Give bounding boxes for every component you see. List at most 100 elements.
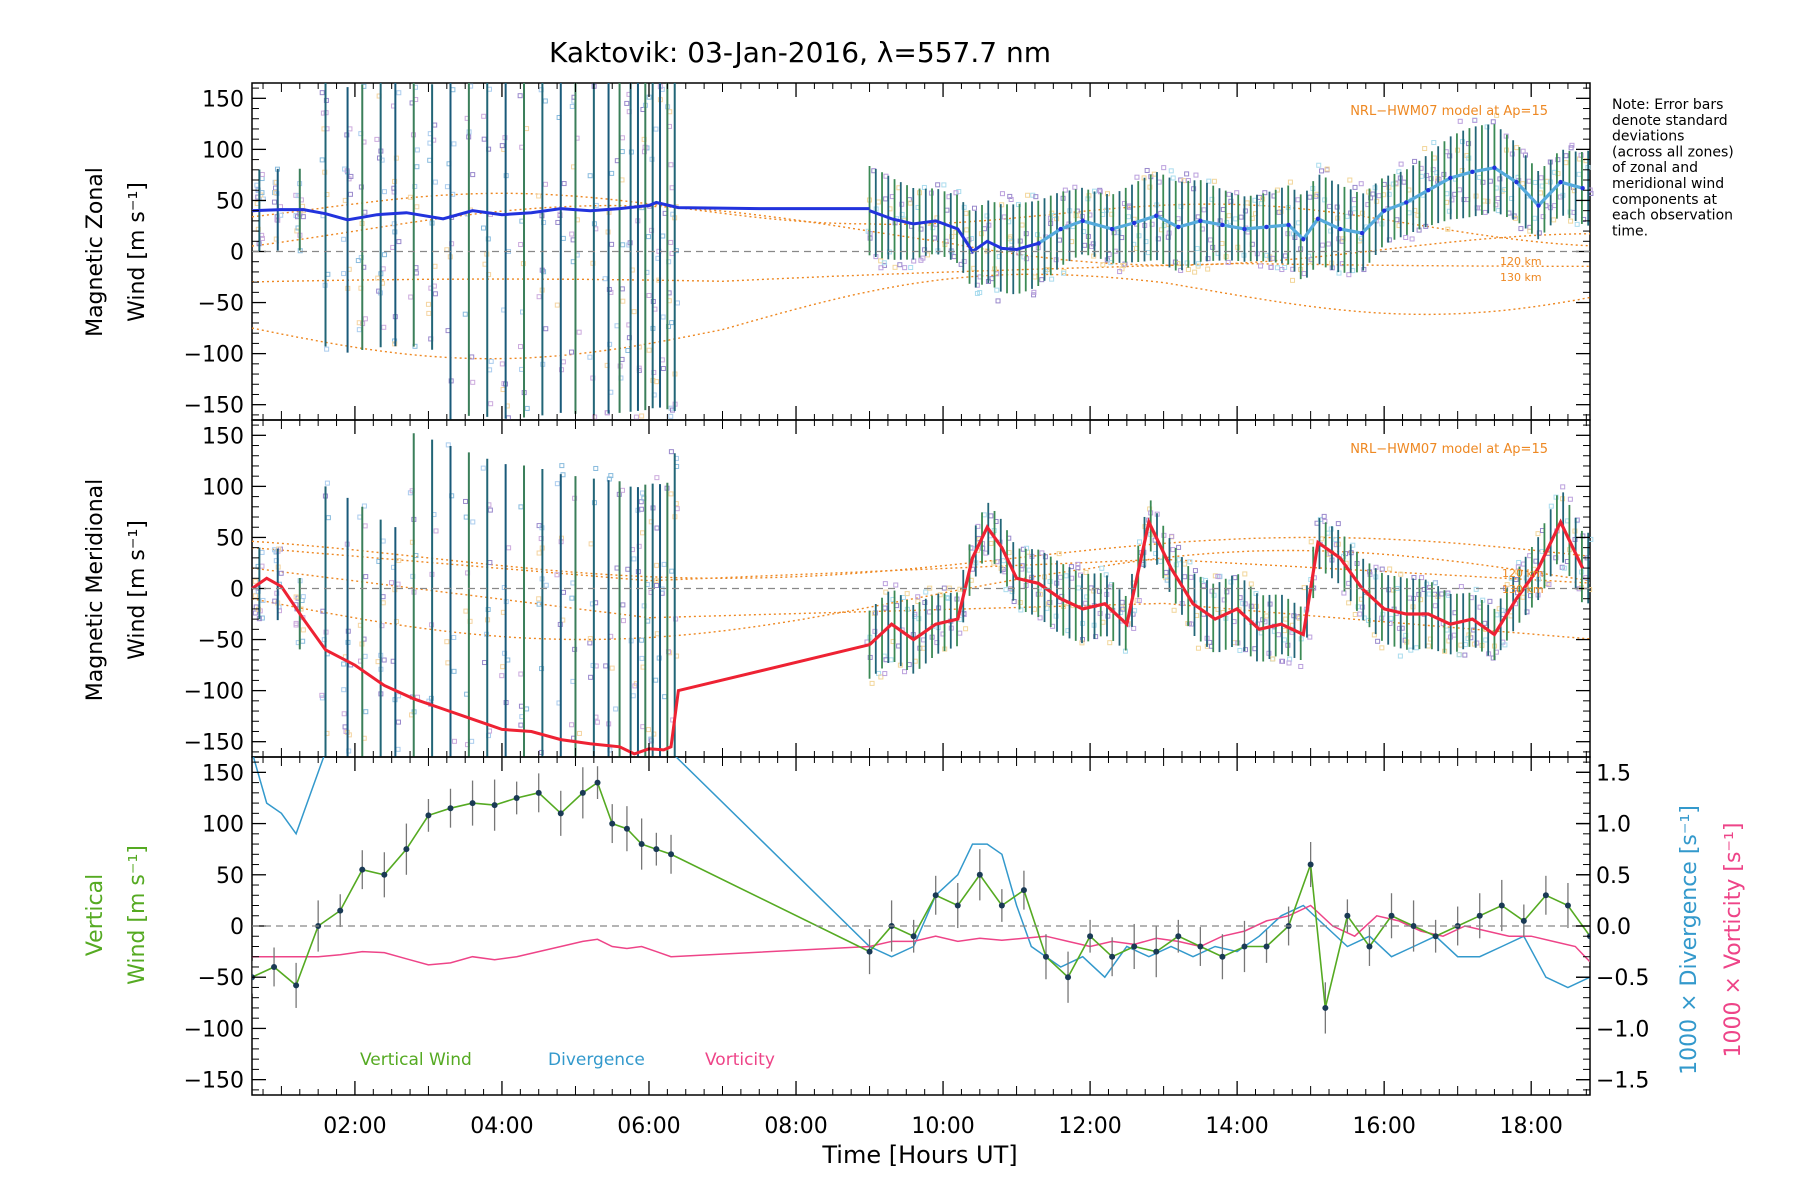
scatter-point xyxy=(1560,484,1566,490)
meridional-wind-lines xyxy=(251,517,1585,756)
zonal-ylabel-1: Magnetic Zonal xyxy=(83,167,108,337)
scatter-point xyxy=(908,265,914,271)
scatter-point xyxy=(1195,261,1201,267)
x-tick-label: 06:00 xyxy=(617,1114,680,1139)
right-tick-label: −1.0 xyxy=(1596,1017,1649,1042)
scatter-point xyxy=(587,173,593,179)
scatter-point xyxy=(1211,178,1217,184)
note-line: denote standard xyxy=(1612,113,1728,129)
scatter-point xyxy=(1456,652,1462,658)
scatter-point xyxy=(341,687,347,693)
scatter-point xyxy=(1472,118,1478,124)
scatter-point xyxy=(1169,533,1175,539)
x-tick-label: 12:00 xyxy=(1058,1114,1121,1139)
legend-divergence: Divergence xyxy=(548,1050,645,1070)
scatter-point xyxy=(878,265,884,271)
scatter-point xyxy=(470,379,476,385)
scatter-point xyxy=(941,182,947,188)
vertical-wind-point xyxy=(1520,917,1527,924)
x-tick-label: 04:00 xyxy=(470,1114,533,1139)
scatter-point xyxy=(1290,277,1296,283)
scatter-point xyxy=(518,722,524,728)
vertical-wind-line xyxy=(252,781,1590,1009)
scatter-point xyxy=(1334,204,1340,210)
scatter-point xyxy=(1184,171,1190,177)
scatter-point xyxy=(536,596,542,602)
scatter-point xyxy=(470,519,476,525)
scatter-point xyxy=(1555,157,1561,163)
scatter-point xyxy=(999,202,1005,208)
scatter-point xyxy=(499,673,505,679)
scatter-point xyxy=(594,719,600,725)
vertical-wind-point xyxy=(1476,912,1483,919)
note-line: Note: Error bars xyxy=(1612,97,1723,113)
zonal-y-axis: 150 100 50 0 −50 −100 −150 xyxy=(184,87,1590,419)
scatter-point xyxy=(1007,193,1013,199)
scatter-point xyxy=(1205,256,1211,262)
scatter-point xyxy=(1532,179,1538,185)
scatter-point xyxy=(1031,289,1037,295)
vertical-wind-point xyxy=(1042,953,1049,960)
scatter-point xyxy=(609,241,615,247)
scatter-point xyxy=(1176,544,1182,550)
scatter-point xyxy=(961,612,967,618)
vertical-wind-point xyxy=(1498,902,1505,909)
scatter-point xyxy=(902,265,908,271)
scatter-point xyxy=(915,594,921,600)
y-tick-label: −100 xyxy=(184,680,244,705)
meridional-panel: 150 100 50 0 −50 −100 −150 NRL−HWM07 model at … xyxy=(83,419,1594,758)
scatter-point xyxy=(1189,621,1195,627)
vertical-wind-point xyxy=(381,871,388,878)
scatter-point xyxy=(1568,218,1574,224)
scatter-point xyxy=(646,347,652,353)
scatter-point xyxy=(1264,613,1270,619)
scatter-point xyxy=(1340,553,1346,559)
note-line: components at xyxy=(1612,192,1718,208)
scatter-point xyxy=(1258,263,1264,269)
scatter-point xyxy=(1546,581,1552,587)
scatter-point xyxy=(517,93,523,99)
scatter-point xyxy=(609,665,615,671)
scatter-point xyxy=(1195,645,1201,651)
vertical-wind-point xyxy=(535,789,542,796)
scatter-point xyxy=(271,199,277,205)
scatter-point xyxy=(1137,539,1143,545)
scatter-point xyxy=(1215,573,1221,579)
scatter-point xyxy=(518,671,524,677)
scatter-point xyxy=(971,205,977,211)
scatter-point xyxy=(893,582,899,588)
scatter-point xyxy=(1061,270,1067,276)
meridional-y-axis: 150 100 50 0 −50 −100 −150 xyxy=(184,424,1590,756)
scatter-point xyxy=(348,173,354,179)
scatter-point xyxy=(1234,190,1240,196)
zonal-wind-point xyxy=(1359,230,1365,236)
divergence-right-label: 1000 × Divergence [s⁻¹] xyxy=(1677,805,1702,1075)
scatter-point xyxy=(1003,587,1009,593)
vorticity-right-label: 1000 × Vorticity [s⁻¹] xyxy=(1721,823,1746,1058)
scatter-point xyxy=(1056,551,1062,557)
scatter-point xyxy=(1047,599,1053,605)
scatter-point xyxy=(588,674,594,680)
scatter-point xyxy=(1184,260,1190,266)
zonal-wind-point xyxy=(1381,208,1387,213)
scatter-point xyxy=(518,504,524,510)
scatter-point xyxy=(542,181,548,187)
meridional-wind-line-late xyxy=(868,517,1585,646)
scatter-point xyxy=(1187,559,1193,565)
zonal-wind-point xyxy=(1514,179,1519,185)
y-tick-label: 100 xyxy=(202,138,244,163)
vertical-wind-point xyxy=(653,846,660,853)
scatter-point xyxy=(1072,184,1078,190)
scatter-point xyxy=(1386,191,1392,197)
scatter-point xyxy=(1431,140,1437,146)
scatter-point xyxy=(499,361,505,367)
zonal-wind-point xyxy=(1058,226,1063,232)
scatter-point xyxy=(396,557,402,563)
scatter-point xyxy=(669,568,675,574)
scatter-point xyxy=(1548,503,1554,509)
vertical-wind-point xyxy=(359,866,366,873)
scatter-point xyxy=(1324,166,1330,172)
scatter-point xyxy=(426,310,432,316)
vertical-wind-point xyxy=(579,789,586,796)
scatter-point xyxy=(1480,179,1486,185)
